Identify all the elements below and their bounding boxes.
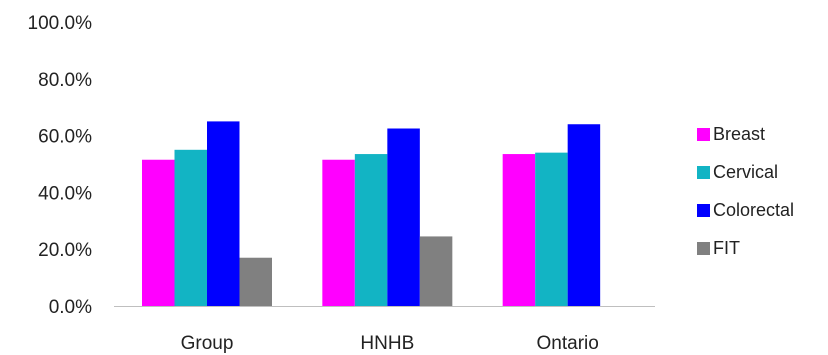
bar-fit-group <box>239 257 272 306</box>
legend-swatch-fit <box>697 242 710 255</box>
bar-colorectal-hnhb <box>387 128 420 306</box>
bar-colorectal-ontario <box>567 124 601 307</box>
bar-breast-hnhb <box>322 159 355 306</box>
bars <box>142 121 601 307</box>
bar-cervical-ontario <box>535 152 568 306</box>
x-axis-categories: Group HNHB Ontario <box>181 333 599 354</box>
y-tick-label: 20.0% <box>38 240 92 261</box>
y-tick-label: 40.0% <box>38 183 92 204</box>
bar-breast-group <box>142 159 175 306</box>
bar-cervical-hnhb <box>354 154 388 306</box>
legend-label-cervical: Cervical <box>713 162 778 182</box>
legend-swatch-breast <box>697 128 710 141</box>
x-category-label: HNHB <box>360 333 414 354</box>
bar-colorectal-group <box>207 121 240 307</box>
y-tick-label: 80.0% <box>38 70 92 91</box>
legend-label-breast: Breast <box>713 124 765 144</box>
y-axis-ticks: 0.0% 20.0% 40.0% 60.0% 80.0% 100.0% <box>28 13 93 318</box>
x-category-label: Group <box>181 333 234 354</box>
bar-cervical-group <box>174 149 207 306</box>
legend-swatch-colorectal <box>697 204 710 217</box>
legend-swatch-cervical <box>697 166 710 179</box>
legend: Breast Cervical Colorectal FIT <box>697 124 794 258</box>
y-tick-label: 0.0% <box>49 297 92 318</box>
legend-label-colorectal: Colorectal <box>713 200 794 220</box>
bar-breast-ontario <box>502 154 536 306</box>
y-tick-label: 60.0% <box>38 127 92 148</box>
y-tick-label: 100.0% <box>28 13 93 34</box>
legend-label-fit: FIT <box>713 238 740 258</box>
x-category-label: Ontario <box>537 333 599 354</box>
bar-fit-hnhb <box>419 236 453 306</box>
